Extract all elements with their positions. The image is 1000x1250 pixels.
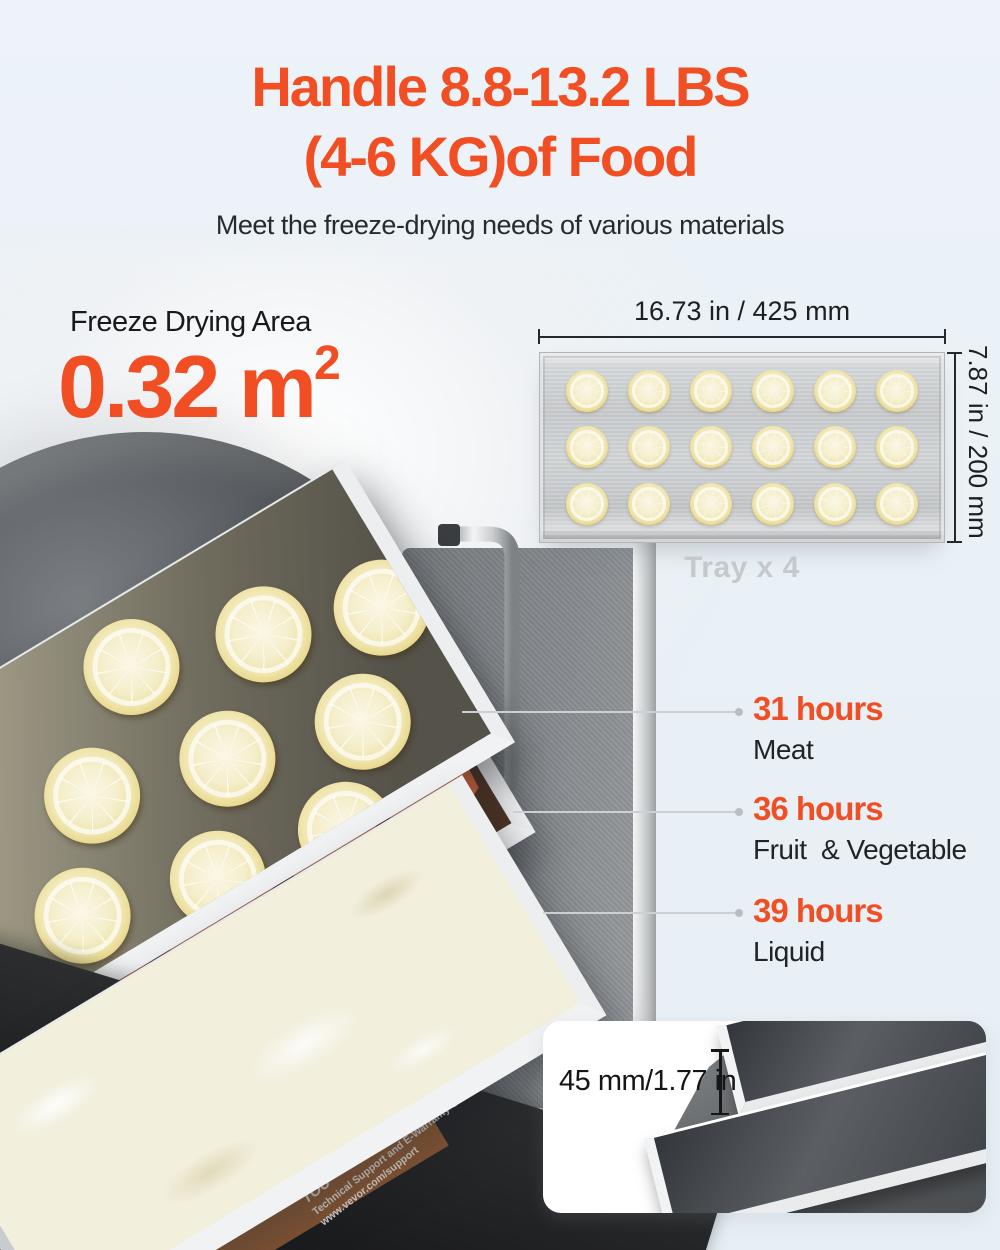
lemon-slice	[814, 426, 856, 469]
lemon-slice	[628, 426, 670, 469]
page-subtitle: Meet the freeze-drying needs of various …	[215, 210, 785, 240]
tray-height-label: 45 mm/1.77 in	[559, 1065, 737, 1097]
lemon-slice	[628, 370, 670, 413]
callout-line-meat	[462, 708, 743, 716]
lemon-slice	[752, 370, 794, 413]
tray-height-card: 45 mm/1.77 in	[543, 1021, 986, 1213]
lemon-slice	[566, 370, 608, 413]
callout-line-liquid	[543, 909, 743, 917]
height-dimension-label: 7.87 in / 200 mm	[963, 345, 993, 539]
diagram-lemon-grid	[539, 352, 945, 543]
lemon-slice	[296, 655, 429, 788]
lemon-slice	[814, 370, 856, 413]
lemon-slice	[690, 370, 732, 413]
lemon-slice	[876, 482, 918, 525]
lemon-slice	[876, 426, 918, 469]
freeze-area-label: Freeze Drying Area	[70, 306, 311, 338]
title-line-2: (4-6 KG)of Food	[303, 125, 698, 188]
width-dimension-line	[538, 329, 946, 344]
machine-edge-highlight	[633, 520, 656, 1140]
lemon-slice	[26, 729, 158, 862]
tray-count-caption: Tray x 4	[684, 551, 800, 584]
lemon-slice	[566, 426, 608, 469]
callout-hours: 31 hours	[753, 690, 884, 727]
lemon-slice	[65, 601, 198, 733]
width-dimension-label: 16.73 in / 425 mm	[633, 296, 851, 326]
height-bracket	[711, 1049, 729, 1115]
callout-label: Fruit & Vegetable	[753, 834, 967, 865]
callout-meat: 31 hours Meat	[753, 690, 884, 766]
callout-liquid: 39 hours Liquid	[753, 892, 884, 968]
lemon-slice	[566, 482, 608, 525]
freeze-area-number: 0.32 m	[58, 337, 317, 436]
callout-line-fruit	[513, 808, 743, 816]
lemon-slice	[814, 482, 856, 525]
lemon-slice	[628, 482, 670, 525]
callout-hours: 39 hours	[753, 892, 884, 929]
freeze-area-sup: 2	[313, 337, 341, 390]
lemon-slice	[752, 426, 794, 469]
lemon-slice	[690, 426, 732, 469]
callout-label: Liquid	[753, 936, 825, 967]
height-dimension-line	[947, 352, 962, 543]
callout-fruit-vegetable: 36 hours Fruit & Vegetable	[753, 790, 967, 866]
lemon-slice	[876, 370, 918, 413]
lemon-slice	[197, 568, 330, 701]
callout-hours: 36 hours	[753, 790, 884, 827]
callout-label: Meat	[753, 734, 814, 765]
freeze-area-value: 0.32 m2	[58, 336, 341, 438]
lemon-slice	[752, 482, 794, 525]
title-line-1: Handle 8.8-13.2 LBS	[251, 55, 750, 118]
lemon-slice	[690, 482, 732, 525]
page-title: Handle 8.8-13.2 LBS (4-6 KG)of Food	[0, 52, 1000, 192]
lemon-slice	[161, 692, 294, 825]
